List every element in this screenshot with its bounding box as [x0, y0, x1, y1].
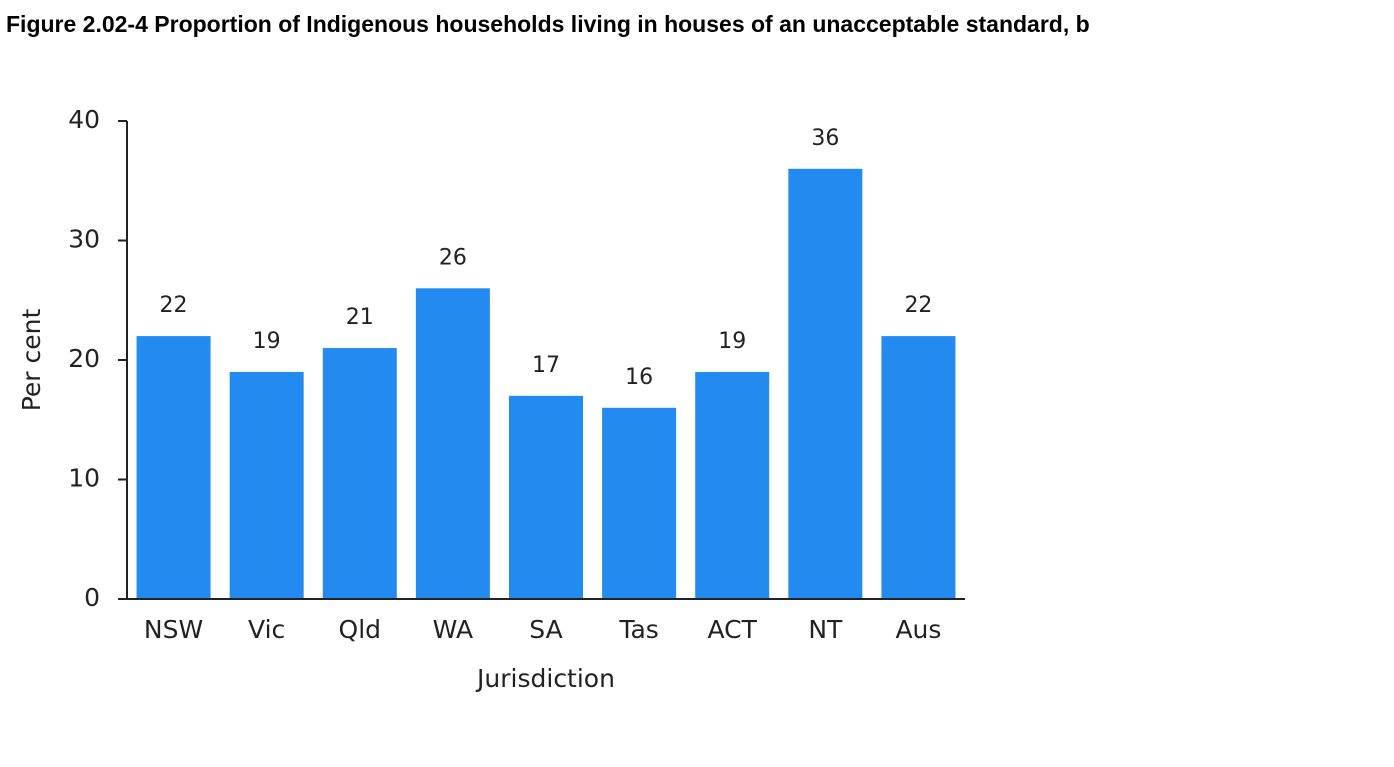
chart-title: Figure 2.02-4 Proportion of Indigenous h…	[6, 11, 1090, 37]
data-label: 22	[160, 293, 188, 318]
bar	[602, 407, 677, 599]
bar	[881, 336, 956, 599]
x-tick-label: Tas	[618, 615, 658, 644]
data-label: 16	[625, 365, 653, 390]
bar	[229, 371, 304, 599]
x-tick-label: SA	[529, 615, 562, 644]
y-tick-label: 20	[68, 344, 100, 373]
bar	[509, 395, 583, 599]
data-label: 22	[904, 293, 932, 318]
x-tick-label: WA	[433, 615, 473, 644]
data-label: 17	[532, 353, 560, 378]
y-tick-label: 10	[68, 464, 100, 493]
y-tick-label: 0	[84, 583, 100, 612]
data-label: 26	[439, 245, 467, 270]
x-tick-label: Aus	[895, 615, 941, 644]
bar	[322, 348, 397, 599]
bar	[695, 371, 770, 599]
data-label: 36	[811, 126, 839, 151]
x-tick-label: ACT	[708, 615, 758, 644]
y-tick-label: 40	[68, 105, 100, 134]
y-axis-title: Per cent	[17, 309, 46, 412]
y-tick-label: 30	[68, 225, 100, 254]
data-label: 19	[718, 329, 746, 354]
x-tick-label: NT	[808, 615, 843, 644]
x-axis-title: Jurisdiction	[475, 664, 615, 693]
x-tick-label: Vic	[248, 615, 285, 644]
data-label: 19	[253, 329, 281, 354]
bar	[788, 168, 863, 600]
bar	[136, 336, 211, 599]
x-tick-label: NSW	[144, 615, 203, 644]
bar	[415, 288, 490, 599]
x-tick-label: Qld	[339, 615, 382, 644]
data-label: 21	[346, 305, 374, 330]
